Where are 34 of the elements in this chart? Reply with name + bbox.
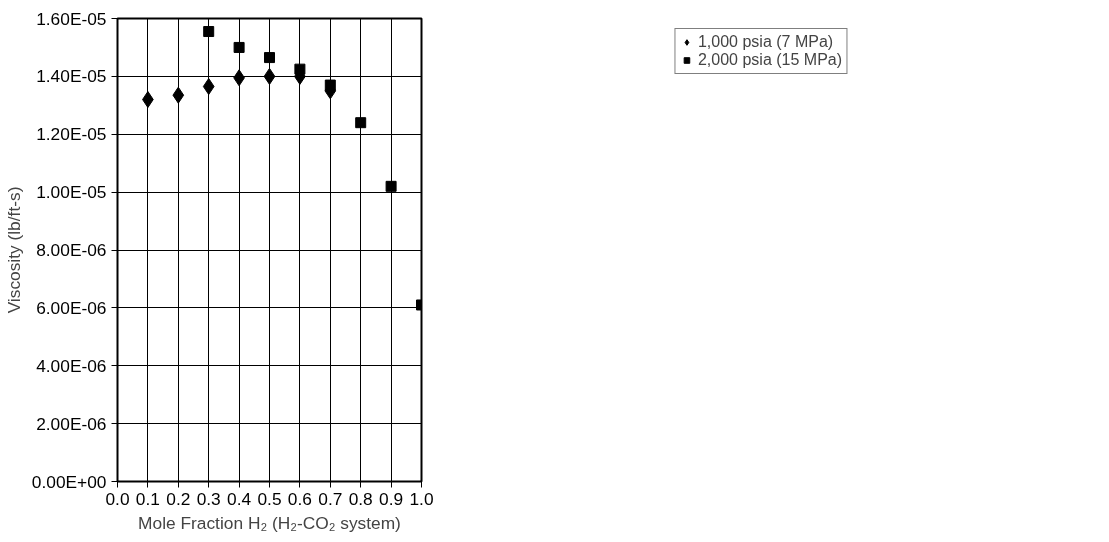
y-axis-title: Viscosity (lb/ft-s) (3, 186, 24, 314)
y-tick-label: 4.00E-06 (36, 355, 107, 376)
y-tick-label: 8.00E-06 (36, 240, 107, 260)
x-tick-label: 0.2 (166, 488, 191, 509)
legend-label: 2,000 psia (15 MPa) (697, 51, 843, 69)
x-tick-label: 0.5 (257, 488, 282, 509)
x-tick-label: 0.4 (227, 488, 252, 509)
x-tick-label: 0.7 (318, 488, 343, 509)
point (355, 117, 367, 129)
y-tick-label: 1.40E-05 (36, 66, 107, 87)
point (264, 52, 275, 64)
y-tick-label: 6.00E-06 (36, 297, 107, 318)
x-tick-label: 0.9 (379, 488, 404, 509)
x-tick-label: 1.0 (409, 488, 434, 509)
legend-label: 1,000 psia (7 MPa) (697, 33, 834, 51)
x-axis-title: Mole Fraction H₂ (H₂-CO₂ system) (138, 512, 401, 533)
point (203, 26, 215, 38)
y-tick-label: 0.00E+00 (31, 471, 107, 492)
y-tick-label: 1.60E-05 (36, 8, 107, 29)
point (233, 41, 245, 53)
y-tick-label: 2.00E-06 (36, 413, 107, 434)
x-tick-label: 0.6 (287, 488, 312, 509)
x-tick-label: 0.8 (348, 488, 373, 509)
x-tick-label: 0.1 (135, 488, 160, 509)
point (324, 79, 336, 91)
x-tick-label: 0.3 (196, 488, 221, 509)
point (202, 78, 215, 95)
point (385, 180, 397, 192)
y-tick-label: 1.20E-05 (36, 124, 107, 145)
y-tick-label: 1.00E-05 (36, 182, 107, 203)
point (263, 67, 276, 85)
point (172, 86, 185, 104)
x-tick-label: 0.0 (105, 488, 130, 509)
point (294, 63, 306, 75)
